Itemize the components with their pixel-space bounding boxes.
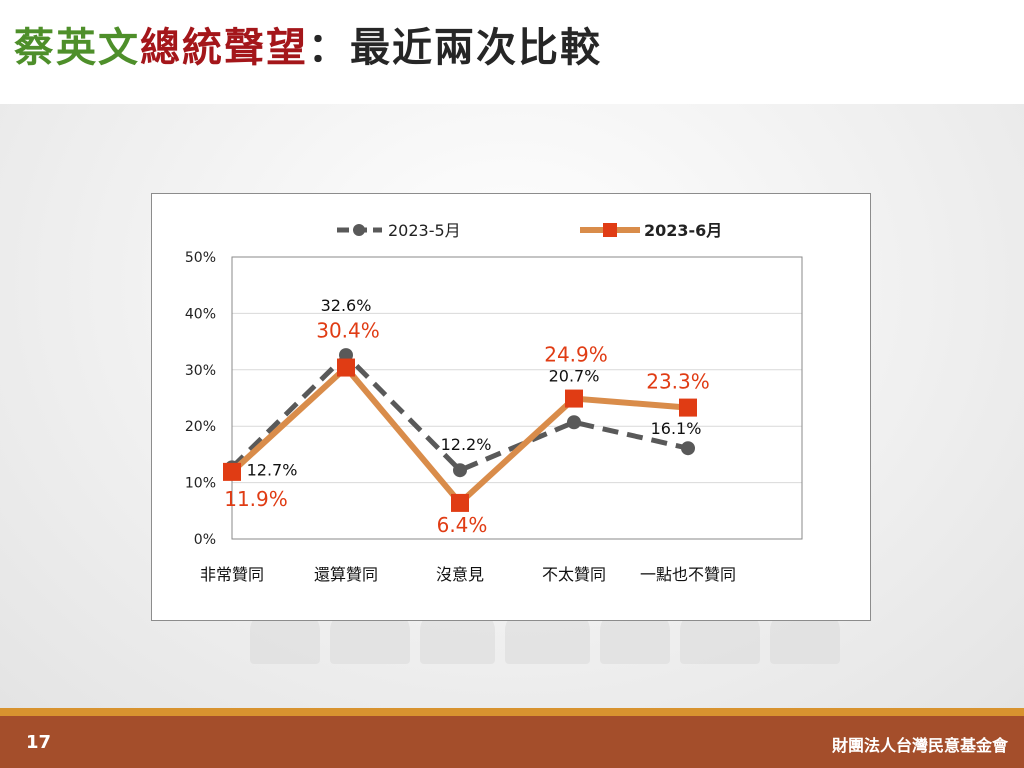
data-label-june: 6.4% — [437, 513, 488, 537]
data-label-may: 32.6% — [321, 296, 372, 315]
page-number: 17 — [26, 732, 52, 753]
legend-marker-june — [603, 223, 617, 237]
legend-label-june: 2023-6月 — [644, 221, 722, 240]
x-tick-label: 非常贊同 — [200, 565, 264, 584]
x-tick-label: 沒意見 — [436, 565, 484, 584]
organization-name: 財團法人台灣民意基金會 — [831, 736, 1008, 755]
title-bar: 蔡英文總統聲望：最近兩次比較 — [0, 0, 1024, 104]
title-topic: 總統聲望 — [140, 25, 308, 71]
data-point-may — [453, 463, 467, 478]
data-label-june: 23.3% — [646, 370, 710, 394]
data-point-june — [679, 398, 697, 417]
legend-marker-may — [353, 224, 365, 236]
chart-frame: 0% 10% 20% 30% 40% 50% 非常贊同 還算贊同 沒意見 不太贊同 一點也不贊同 12… — [151, 193, 871, 621]
data-point-june — [565, 389, 583, 408]
plot-border — [231, 256, 803, 540]
data-point-may — [681, 441, 695, 456]
x-tick-label: 還算贊同 — [314, 565, 378, 584]
data-label-june: 30.4% — [316, 319, 380, 343]
y-tick-label: 30% — [185, 363, 216, 379]
y-tick-label: 50% — [185, 250, 216, 266]
data-label-may: 12.7% — [247, 460, 298, 479]
series-line-may — [230, 351, 689, 474]
data-label-may: 16.1% — [651, 419, 702, 438]
page-title: 蔡英文總統聲望：最近兩次比較 — [14, 28, 602, 68]
footer-bar — [0, 716, 1024, 768]
legend-label-may: 2023-5月 — [388, 221, 461, 240]
data-label-may: 20.7% — [549, 366, 600, 385]
data-point-june — [337, 358, 355, 377]
data-label-may: 12.2% — [441, 435, 492, 454]
footer-stripe — [0, 708, 1024, 716]
x-tick-label: 一點也不贊同 — [640, 565, 736, 584]
data-label-june: 11.9% — [224, 487, 288, 511]
y-tick-label: 10% — [185, 476, 216, 492]
data-point-june — [223, 462, 241, 481]
data-point-june — [451, 493, 469, 512]
title-name: 蔡英文 — [14, 25, 140, 71]
data-label-june: 24.9% — [544, 343, 608, 367]
x-tick-label: 不太贊同 — [542, 565, 606, 584]
y-tick-label: 0% — [194, 532, 216, 548]
line-chart: 0% 10% 20% 30% 40% 50% 非常贊同 還算贊同 沒意見 不太贊同 一點也不贊同 12… — [185, 221, 803, 584]
title-subtitle: ：最近兩次比較 — [308, 25, 602, 71]
y-tick-label: 20% — [185, 419, 216, 435]
y-tick-label: 40% — [185, 306, 216, 322]
data-point-may — [567, 415, 581, 430]
